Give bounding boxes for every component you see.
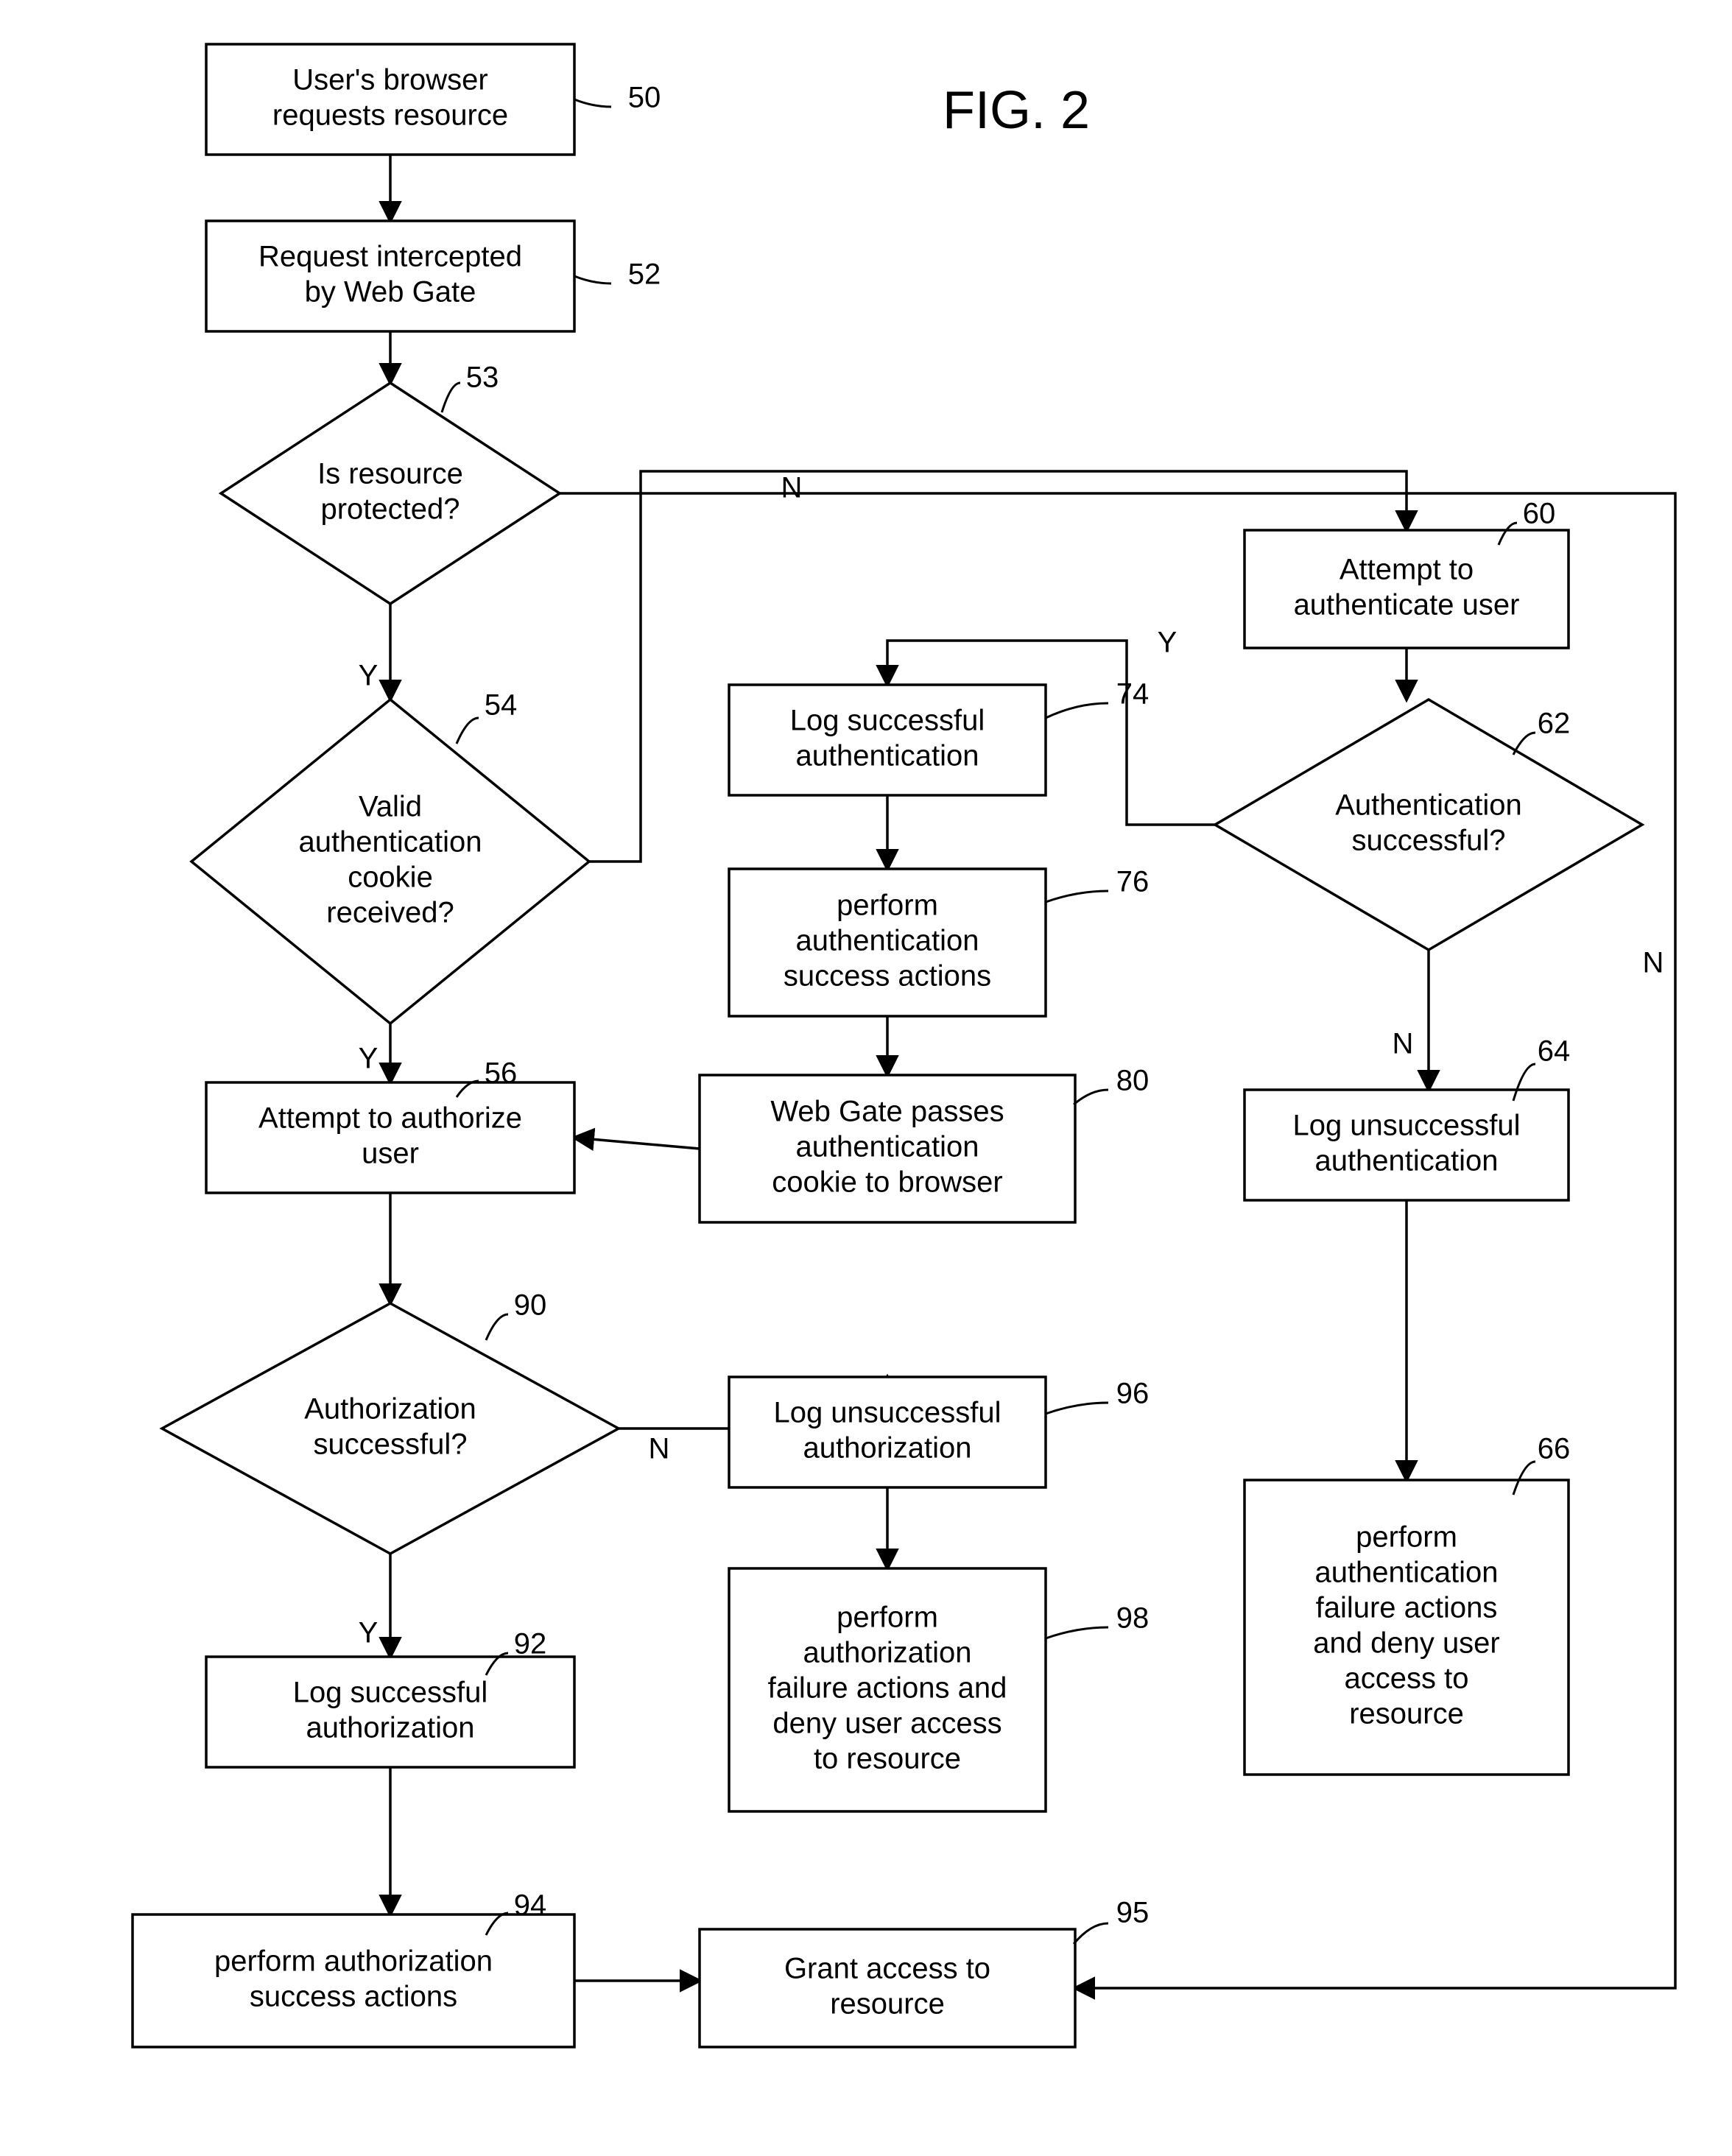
ref-number: 96 <box>1116 1378 1150 1410</box>
edge-label: N <box>781 472 803 504</box>
node-text: perform authorization <box>214 1945 493 1978</box>
node-text: success actions <box>784 960 991 993</box>
node-text: deny user access <box>772 1708 1001 1740</box>
node-text: Valid <box>359 791 422 823</box>
edge-label: Y <box>1158 627 1177 659</box>
ref-number: 60 <box>1523 498 1556 530</box>
ref-number: 76 <box>1116 866 1150 898</box>
node-text: Request intercepted <box>258 241 522 273</box>
node-text: Log unsuccessful <box>773 1397 1001 1429</box>
ref-number: 54 <box>485 689 518 722</box>
edge-label: N <box>1393 1028 1414 1060</box>
node-text: Log successful <box>790 705 985 737</box>
node-text: failure actions and <box>768 1672 1007 1705</box>
ref-number: 74 <box>1116 678 1150 711</box>
node-text: Is resource <box>317 458 463 490</box>
node-text: Authorization <box>304 1393 476 1426</box>
node-text: User's browser <box>292 64 487 96</box>
node-text: Attempt to authorize <box>258 1102 522 1135</box>
node-text: successful? <box>314 1428 468 1461</box>
node-text: perform <box>837 1602 938 1634</box>
ref-leader <box>574 276 611 283</box>
flowchart-canvas: FIG. 2 Y Y Y N Y N N N User's browserrequests re… <box>0 0 1732 2156</box>
ref-leader <box>1074 1923 1108 1944</box>
ref-leader <box>574 99 611 107</box>
node-text: Web Gate passes <box>770 1096 1004 1128</box>
node-text: resource <box>830 1988 945 2021</box>
node-text: authentication <box>795 740 979 772</box>
node-text: cookie to browser <box>772 1166 1002 1199</box>
node-text: perform <box>1356 1521 1457 1554</box>
node-text: authorization <box>306 1712 474 1744</box>
ref-number: 56 <box>485 1057 518 1090</box>
node-text: protected? <box>320 493 460 526</box>
node-text: and deny user <box>1313 1627 1500 1660</box>
node-text: by Web Gate <box>305 276 476 309</box>
node-text: resource <box>1349 1698 1464 1730</box>
node-text: to resource <box>814 1743 961 1775</box>
node-text: authorization <box>803 1637 971 1669</box>
ref-number: 53 <box>466 362 499 394</box>
edge-label: N <box>649 1433 670 1465</box>
node-text: perform <box>837 889 938 922</box>
node-text: Log successful <box>293 1677 488 1709</box>
ref-leader <box>1046 891 1108 902</box>
node-text: requests resource <box>272 99 508 132</box>
ref-leader <box>486 1314 508 1340</box>
node-text: authentication <box>1314 1557 1498 1589</box>
ref-leader <box>1046 703 1108 718</box>
ref-number: 62 <box>1538 708 1571 740</box>
node-text: received? <box>326 897 454 929</box>
ref-leader <box>1046 1627 1108 1638</box>
ref-number: 50 <box>628 82 661 114</box>
node-text: successful? <box>1352 825 1506 857</box>
node-text: success actions <box>250 1981 457 2013</box>
edge-label: N <box>1643 947 1664 979</box>
ref-number: 90 <box>514 1289 547 1322</box>
ref-leader <box>457 718 479 744</box>
node-text: failure actions <box>1316 1592 1498 1624</box>
ref-number: 66 <box>1538 1433 1571 1465</box>
node-text: user <box>362 1138 419 1170</box>
node-text: Grant access to <box>784 1953 990 1985</box>
node-text: Authentication <box>1335 789 1522 822</box>
ref-number: 98 <box>1116 1602 1150 1635</box>
ref-leader <box>442 383 460 412</box>
figure-title: FIG. 2 <box>943 81 1090 140</box>
node-text: Attempt to <box>1340 554 1474 586</box>
node-text: authentication <box>795 1131 979 1163</box>
ref-number: 64 <box>1538 1035 1571 1068</box>
ref-number: 94 <box>514 1889 547 1922</box>
node-text: authenticate user <box>1294 589 1520 621</box>
edge <box>574 1138 700 1149</box>
node-text: authorization <box>803 1432 971 1465</box>
edge-label: Y <box>359 1617 379 1649</box>
node-text: authentication <box>795 925 979 957</box>
ref-leader <box>1074 1090 1108 1105</box>
ref-number: 52 <box>628 258 661 291</box>
ref-number: 95 <box>1116 1897 1150 1929</box>
ref-leader <box>1046 1403 1108 1414</box>
ref-number: 80 <box>1116 1065 1150 1097</box>
node-text: cookie <box>348 862 433 894</box>
node-text: Log unsuccessful <box>1292 1110 1520 1142</box>
edge-label: Y <box>359 660 379 692</box>
node-text: authentication <box>298 826 482 859</box>
node-text: authentication <box>1314 1145 1498 1177</box>
ref-number: 92 <box>514 1628 547 1660</box>
node-text: access to <box>1345 1663 1469 1695</box>
edge-label: Y <box>359 1043 379 1075</box>
